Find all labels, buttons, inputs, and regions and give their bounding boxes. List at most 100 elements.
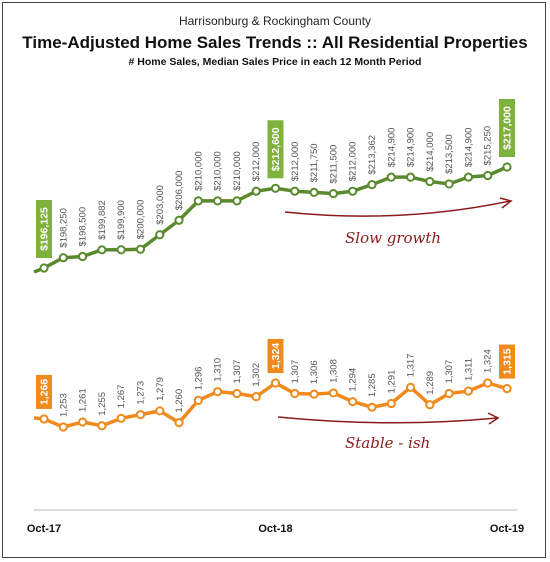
price-data-label: $198,500 [78, 207, 89, 247]
sales-data-label: 1,307 [444, 360, 455, 384]
price-point [232, 196, 242, 206]
sales-data-label: 1,285 [367, 373, 378, 397]
sales-data-label: 1,310 [213, 358, 224, 382]
sales-trend-arrow [277, 416, 498, 424]
price-data-label: $200,000 [135, 200, 146, 240]
price-point [502, 162, 512, 172]
price-data-label: $199,882 [97, 200, 108, 240]
sales-highlight-label: 1,324 [267, 339, 284, 373]
price-point [348, 186, 358, 196]
sales-point [405, 382, 416, 392]
x-tick-label: Oct-19 [490, 523, 524, 535]
sales-data-label: 1,260 [174, 389, 185, 413]
sales-data-label: 1,291 [386, 370, 397, 394]
sales-point [463, 386, 474, 396]
price-data-label: $196,125 [39, 207, 51, 251]
price-highlight-label: $212,600 [267, 120, 284, 179]
x-tick-label: Oct-17 [27, 523, 61, 535]
price-annotation: Slow growth [345, 229, 441, 247]
region-label: Harrisonburg & Rockingham County [178, 14, 372, 28]
price-point [405, 172, 416, 182]
sales-data-label: 1,289 [425, 371, 436, 395]
sales-trend-arrowhead [487, 412, 500, 425]
price-trend-arrow [284, 200, 511, 217]
sales-data-label: 1,253 [58, 393, 69, 417]
sales-point [135, 410, 146, 420]
price-point [251, 186, 261, 196]
sales-data-label: 1,266 [39, 379, 51, 405]
price-point [77, 251, 88, 262]
sales-point [193, 395, 203, 405]
price-data-label: $215,250 [483, 126, 494, 166]
sales-point [483, 378, 493, 388]
price-data-label: $203,000 [155, 185, 166, 225]
sales-data-label: 1,324 [483, 349, 494, 373]
price-data-label: $213,500 [444, 134, 455, 174]
chart-subtitle: # Home Sales, Median Sales Price in each… [128, 56, 422, 68]
sales-point [270, 378, 281, 388]
sales-point [155, 406, 165, 416]
price-highlight-box [499, 99, 515, 157]
price-point [444, 179, 454, 189]
price-point [386, 172, 396, 182]
sales-point [174, 418, 184, 428]
price-point [155, 230, 165, 240]
sales-point [116, 413, 126, 423]
sales-point [309, 389, 319, 399]
price-highlight-label: $217,000 [499, 99, 515, 157]
price-data-label: $212,000 [290, 142, 301, 182]
sales-point [425, 400, 435, 410]
sales-highlight-box [36, 374, 52, 409]
price-data-label: $214,000 [425, 132, 436, 172]
price-data-label: $213,362 [367, 135, 378, 175]
sales-data-label: 1,267 [116, 385, 127, 409]
sales-data-label: 1,324 [270, 343, 282, 369]
x-tick-label: Oct-18 [258, 523, 292, 535]
price-point [193, 196, 203, 206]
price-point [213, 196, 223, 206]
sales-data-label: 1,317 [406, 354, 417, 378]
sales-point [97, 421, 107, 431]
price-point [270, 183, 281, 193]
price-highlight-box [267, 120, 284, 179]
sales-data-label: 1,279 [155, 377, 166, 401]
sales-point [58, 422, 68, 432]
sales-data-label: 1,294 [348, 368, 359, 392]
chart-title: Time-Adjusted Home Sales Trends :: All R… [22, 33, 528, 52]
sales-point [232, 388, 242, 399]
sales-point [77, 417, 88, 427]
price-highlight-label: $196,125 [36, 200, 52, 258]
price-data-label: $210,000 [213, 151, 224, 191]
sales-point [328, 388, 338, 398]
sales-data-label: 1,307 [232, 360, 243, 384]
sales-point [348, 396, 358, 407]
price-data-label: $212,000 [348, 142, 359, 182]
sales-data-label: 1,302 [251, 363, 262, 387]
sales-point [290, 388, 300, 399]
price-data-label: $210,000 [193, 151, 204, 191]
sales-highlight-label: 1,315 [499, 344, 515, 379]
price-point [116, 245, 126, 255]
sales-data-label: 1,296 [193, 367, 204, 391]
sales-data-label: 1,306 [309, 360, 320, 384]
chart-frame [2, 2, 546, 558]
price-point [425, 176, 435, 187]
sales-data-label: 1,255 [97, 392, 108, 416]
sales-data-label: 1,261 [78, 388, 89, 412]
price-point [367, 180, 377, 190]
price-data-label: $211,500 [328, 145, 339, 184]
sales-highlight-label: 1,266 [36, 374, 52, 409]
sales-data-label: 1,311 [463, 358, 474, 381]
sales-point [367, 402, 377, 412]
price-data-label: $217,000 [502, 106, 514, 150]
price-point [58, 253, 68, 263]
price-point [463, 172, 474, 182]
sales-data-label: 1,273 [135, 381, 146, 405]
price-point [309, 187, 319, 198]
price-point [174, 215, 184, 225]
price-data-label: $211,750 [309, 143, 320, 182]
sales-point [444, 388, 454, 399]
price-data-label: $214,900 [386, 128, 397, 168]
sales-point [386, 398, 396, 409]
